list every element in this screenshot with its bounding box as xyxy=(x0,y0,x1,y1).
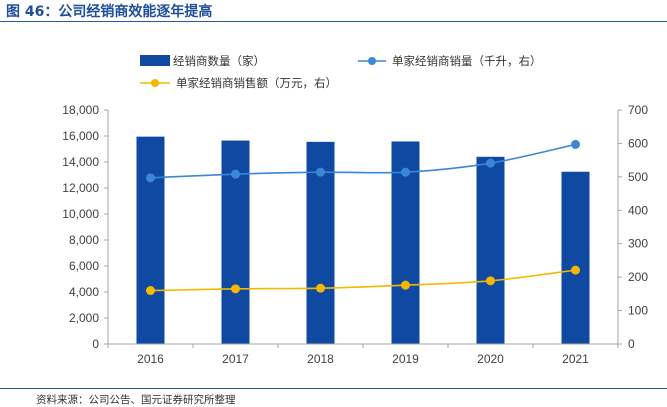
x-tick-label: 2018 xyxy=(307,352,334,366)
right-tick-label: 100 xyxy=(628,304,648,318)
sales-point-2018 xyxy=(316,283,325,293)
left-tick-label: 10,000 xyxy=(62,207,99,221)
legend-label-sales: 单家经销商销售额（万元，右） xyxy=(176,76,337,90)
legend-label-volume: 单家经销商销量（千升，右） xyxy=(392,54,542,68)
sales-point-2020 xyxy=(486,276,495,286)
left-tick-label: 18,000 xyxy=(62,103,99,117)
left-tick-label: 16,000 xyxy=(62,129,99,143)
right-tick-label: 500 xyxy=(628,170,648,184)
right-tick-label: 600 xyxy=(628,136,648,150)
volume-point-2017 xyxy=(231,169,240,179)
right-tick-label: 300 xyxy=(628,237,648,251)
sales-point-2016 xyxy=(146,286,155,296)
bar-2016 xyxy=(136,136,165,344)
left-tick-label: 4,000 xyxy=(69,285,99,299)
combo-chart: 0 2,000 4,000 6,000 8,000 10,000 12,000 14,000 1… xyxy=(62,54,648,366)
legend-swatch-bar xyxy=(140,55,170,66)
left-tick-label: 12,000 xyxy=(62,181,99,195)
sales-point-2021 xyxy=(571,265,580,275)
volume-point-2021 xyxy=(571,139,580,149)
left-tick-label: 8,000 xyxy=(69,233,99,247)
left-tick-label: 0 xyxy=(92,337,99,351)
x-tick-label: 2019 xyxy=(392,352,419,366)
x-tick-label: 2016 xyxy=(137,352,164,366)
left-tick-label: 14,000 xyxy=(62,155,99,169)
source-divider xyxy=(0,388,667,389)
bar-2021 xyxy=(561,171,590,344)
x-tick-label: 2020 xyxy=(477,352,504,366)
legend-swatch-volume-dot xyxy=(368,57,376,65)
sales-line xyxy=(150,269,576,292)
bar-2020 xyxy=(476,156,505,344)
legend-label-bar: 经销商数量（家） xyxy=(173,54,265,68)
right-tick-label: 0 xyxy=(628,337,635,351)
sales-point-2017 xyxy=(231,284,240,294)
left-tick-label: 6,000 xyxy=(69,259,99,273)
volume-line xyxy=(150,143,576,179)
sales-point-2019 xyxy=(401,280,410,290)
volume-point-2016 xyxy=(146,173,155,183)
x-tick-label: 2021 xyxy=(562,352,589,366)
legend-swatch-sales-dot xyxy=(151,79,159,87)
source-note: 资料来源：公司公告、国元证券研究所整理 xyxy=(36,394,236,406)
volume-point-2019 xyxy=(401,167,410,177)
volume-point-2020 xyxy=(486,158,495,168)
volume-point-2018 xyxy=(316,167,325,177)
title-divider xyxy=(0,21,667,22)
figure-title: 图 46：公司经销商效能逐年提高 xyxy=(6,4,213,20)
left-tick-label: 2,000 xyxy=(69,311,99,325)
right-tick-label: 200 xyxy=(628,270,648,284)
right-tick-label: 400 xyxy=(628,203,648,217)
right-tick-label: 700 xyxy=(628,103,648,117)
x-tick-label: 2017 xyxy=(222,352,249,366)
